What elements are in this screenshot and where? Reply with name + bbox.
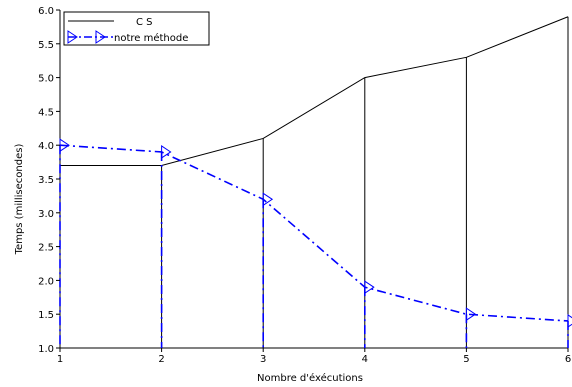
legend-box: [63, 11, 210, 46]
legend-marker-method-right: [95, 30, 106, 44]
y-tick-label-6: 4.0: [38, 141, 54, 152]
x-axis-title: Nombre d'éxécutions: [257, 372, 363, 384]
series-0-line: [60, 16, 569, 166]
y-tick-label-8: 5.0: [38, 74, 54, 85]
legend-marker-method-left: [67, 30, 78, 44]
y-axis-title: Temps (millisecondes): [14, 144, 25, 256]
x-tick-label-4: 5: [463, 354, 469, 365]
y-tick-label-2: 2.0: [38, 276, 54, 287]
y-tick-label-7: 4.5: [38, 107, 54, 118]
plot-area: [60, 10, 568, 348]
legend-label-cs: C S: [136, 17, 153, 28]
y-tick-label-3: 2.5: [38, 243, 54, 254]
ticks-layer: 1.0 1.5 2.0 2.5 3.0 3.5 4.0 4.5 5.0 5.5 6.0 1 2 3 4 5 6: [38, 6, 571, 365]
x-tick-label-0: 1: [57, 354, 63, 365]
y-tick-label-5: 3.5: [38, 175, 54, 186]
plot-background: [60, 10, 568, 348]
series-1-marker-4: [465, 307, 477, 322]
x-tick-label-2: 3: [260, 354, 266, 365]
y-tick-label-4: 3.0: [38, 209, 54, 220]
legend: C S notre méthode: [63, 11, 210, 46]
series-1-marker-2: [262, 192, 274, 207]
x-tick-label-5: 6: [565, 354, 571, 365]
series-1-marker-1: [161, 145, 172, 159]
x-tick-label-3: 4: [362, 354, 368, 365]
legend-label-method: notre méthode: [114, 32, 188, 44]
series-1-line: [59, 144, 569, 322]
y-tick-label-0: 1.0: [38, 344, 54, 355]
y-tick-label-9: 5.5: [38, 40, 54, 51]
series-1-marker-3: [364, 280, 375, 295]
x-tick-label-1: 2: [158, 354, 164, 365]
series-1-marker-5: [567, 314, 572, 328]
y-tick-label-10: 6.0: [38, 6, 54, 17]
series-layer: [59, 16, 572, 348]
y-tick-label-1: 1.5: [38, 310, 54, 321]
